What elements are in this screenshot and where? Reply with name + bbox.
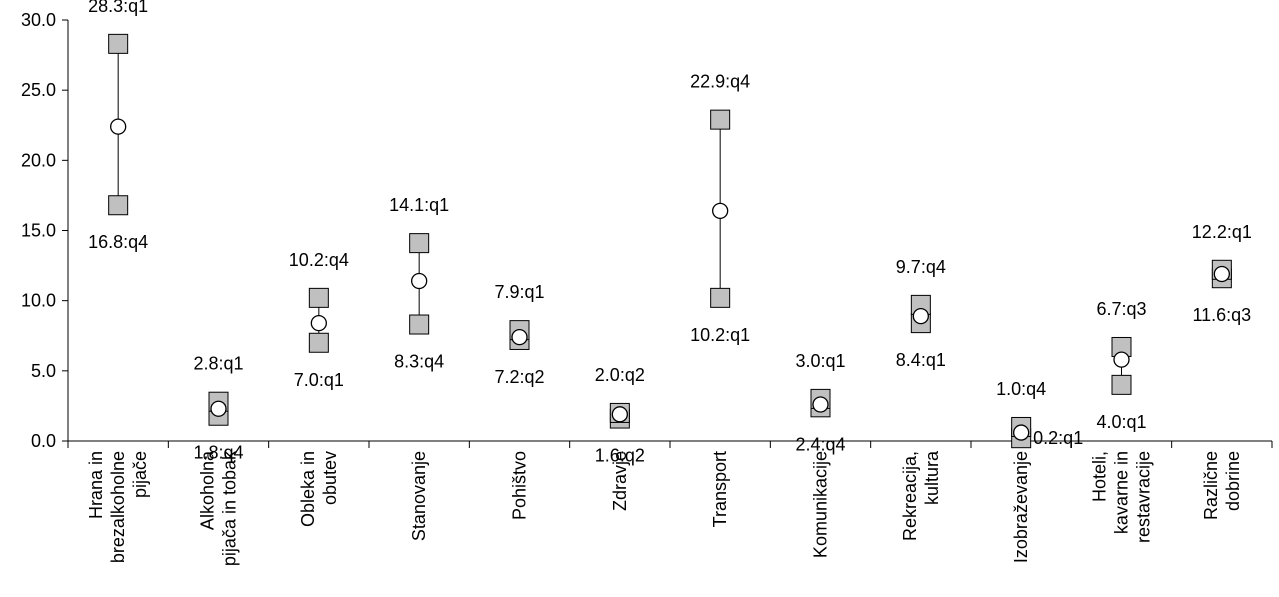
x-category-label: Komunikacije — [811, 451, 831, 558]
y-tick-label: 30.0 — [21, 10, 56, 30]
high-marker — [710, 109, 731, 130]
high-marker — [108, 33, 129, 54]
x-category-label: Hoteli, kavarne in restavracije — [1090, 451, 1154, 543]
x-category-label-line: Komunikacije — [811, 451, 831, 558]
low-value-label: 8.4:q1 — [896, 350, 946, 370]
mid-marker — [110, 118, 127, 135]
mid-marker — [1013, 424, 1030, 441]
high-value-label: 9.7:q4 — [896, 257, 946, 277]
low-value-label: 7.2:q2 — [494, 367, 544, 387]
x-category-label-line: pijače — [130, 451, 150, 498]
mid-marker — [1113, 351, 1130, 368]
x-category-label-line: Zdravje — [610, 451, 630, 511]
axes — [62, 19, 1273, 448]
mid-marker — [712, 202, 729, 220]
high-value-label: 2.0:q2 — [595, 365, 645, 385]
x-category-label-line: Izobraževanje — [1011, 451, 1031, 563]
y-tick-labels: 0.0 5.0 10.0 15.0 20.0 25.0 30.0 — [21, 10, 56, 451]
mid-marker — [411, 272, 428, 290]
mid-marker — [210, 400, 227, 417]
high-value-label: 2.8:q1 — [193, 354, 243, 374]
x-category-label: Pohištvo — [510, 451, 530, 520]
x-category-label: Hrana in brezalkoholne pijače — [86, 451, 150, 563]
low-value-label: 1.6:q2 — [595, 446, 645, 466]
high-value-label: 10.2:q4 — [289, 250, 349, 270]
y-tick-label: 20.0 — [21, 150, 56, 170]
x-category-label-line: kultura — [922, 450, 942, 505]
y-tick-label: 25.0 — [21, 80, 56, 100]
x-category-label-line: pijača in tobak — [220, 450, 240, 566]
x-category-label: Različne dobrine — [1201, 451, 1243, 520]
x-category-label-line: restavracije — [1134, 451, 1154, 543]
x-category-label-line: Hrana in — [86, 451, 106, 519]
x-category-label: Transport — [710, 451, 730, 527]
data-marks — [108, 33, 1232, 449]
y-tick-label: 5.0 — [31, 361, 56, 381]
low-value-label: 1.8:q4 — [193, 443, 243, 463]
low-value-label: 7.0:q1 — [294, 370, 344, 390]
x-category-label-line: dobrine — [1223, 451, 1243, 511]
x-category-label-line: brezalkoholne — [108, 451, 128, 563]
low-marker — [409, 314, 430, 335]
x-tick-labels: Hrana in brezalkoholne pijače Alkoholna pija… — [86, 450, 1243, 566]
high-value-label: 1.0:q4 — [996, 379, 1046, 399]
x-category-label: Izobraževanje — [1011, 451, 1031, 563]
low-value-label: 8.3:q4 — [394, 352, 444, 372]
high-value-label: 12.2:q1 — [1192, 222, 1252, 242]
mid-marker — [611, 406, 628, 423]
mid-marker — [511, 329, 528, 346]
low-value-label: 11.6:q3 — [1192, 305, 1251, 325]
low-value-label: 10.2:q1 — [690, 325, 750, 345]
y-tick-label: 0.0 — [31, 431, 56, 451]
x-category-label-line: Rekreacija, — [900, 451, 920, 541]
data-labels: 28.3:q1 16.8:q4 2.8:q1 1.8:q4 10.2:q4 7.0:q1 1… — [88, 0, 1252, 466]
low-value-label: 16.8:q4 — [88, 232, 148, 252]
x-category-label-line: kavarne in — [1112, 451, 1132, 534]
low-marker — [108, 195, 129, 216]
mid-marker — [310, 314, 327, 332]
high-value-label: 3.0:q1 — [795, 351, 845, 371]
low-value-label: 2.4:q4 — [795, 434, 845, 454]
y-tick-label: 10.0 — [21, 291, 56, 311]
mid-marker — [1213, 265, 1230, 283]
high-value-label: 7.9:q1 — [494, 282, 544, 302]
high-marker — [308, 287, 329, 308]
high-value-label: 6.7:q3 — [1096, 299, 1146, 319]
y-tick-label: 15.0 — [21, 221, 56, 241]
low-marker — [1111, 374, 1132, 395]
high-value-label: 22.9:q4 — [690, 72, 750, 92]
x-category-label: Rekreacija, kultura — [900, 450, 942, 541]
low-marker — [308, 332, 329, 353]
high-value-label: 28.3:q1 — [88, 0, 148, 16]
x-category-label-line: Alkoholna — [198, 450, 218, 530]
high-value-label: 14.1:q1 — [389, 195, 449, 215]
x-category-label-line: Stanovanje — [409, 451, 429, 541]
mid-marker — [812, 396, 829, 413]
x-category-label: Zdravje — [610, 451, 630, 511]
x-category-label: Stanovanje — [409, 451, 429, 541]
x-category-label-line: Hoteli, — [1090, 451, 1110, 502]
x-category-label-line: Obleka in — [298, 451, 318, 527]
low-value-label: 0.2:q1 — [1033, 428, 1083, 448]
x-category-label-line: Pohištvo — [510, 451, 530, 520]
x-category-label: Alkoholna pijača in tobak — [198, 450, 240, 566]
low-marker — [710, 287, 731, 308]
x-category-label: Obleka in obutev — [298, 451, 340, 527]
x-category-label-line: obutev — [320, 451, 340, 505]
x-category-label-line: Različne — [1201, 451, 1221, 520]
mid-marker — [912, 307, 929, 325]
high-marker — [409, 233, 430, 254]
x-category-label-line: Transport — [710, 451, 730, 527]
low-value-label: 4.0:q1 — [1096, 412, 1146, 432]
